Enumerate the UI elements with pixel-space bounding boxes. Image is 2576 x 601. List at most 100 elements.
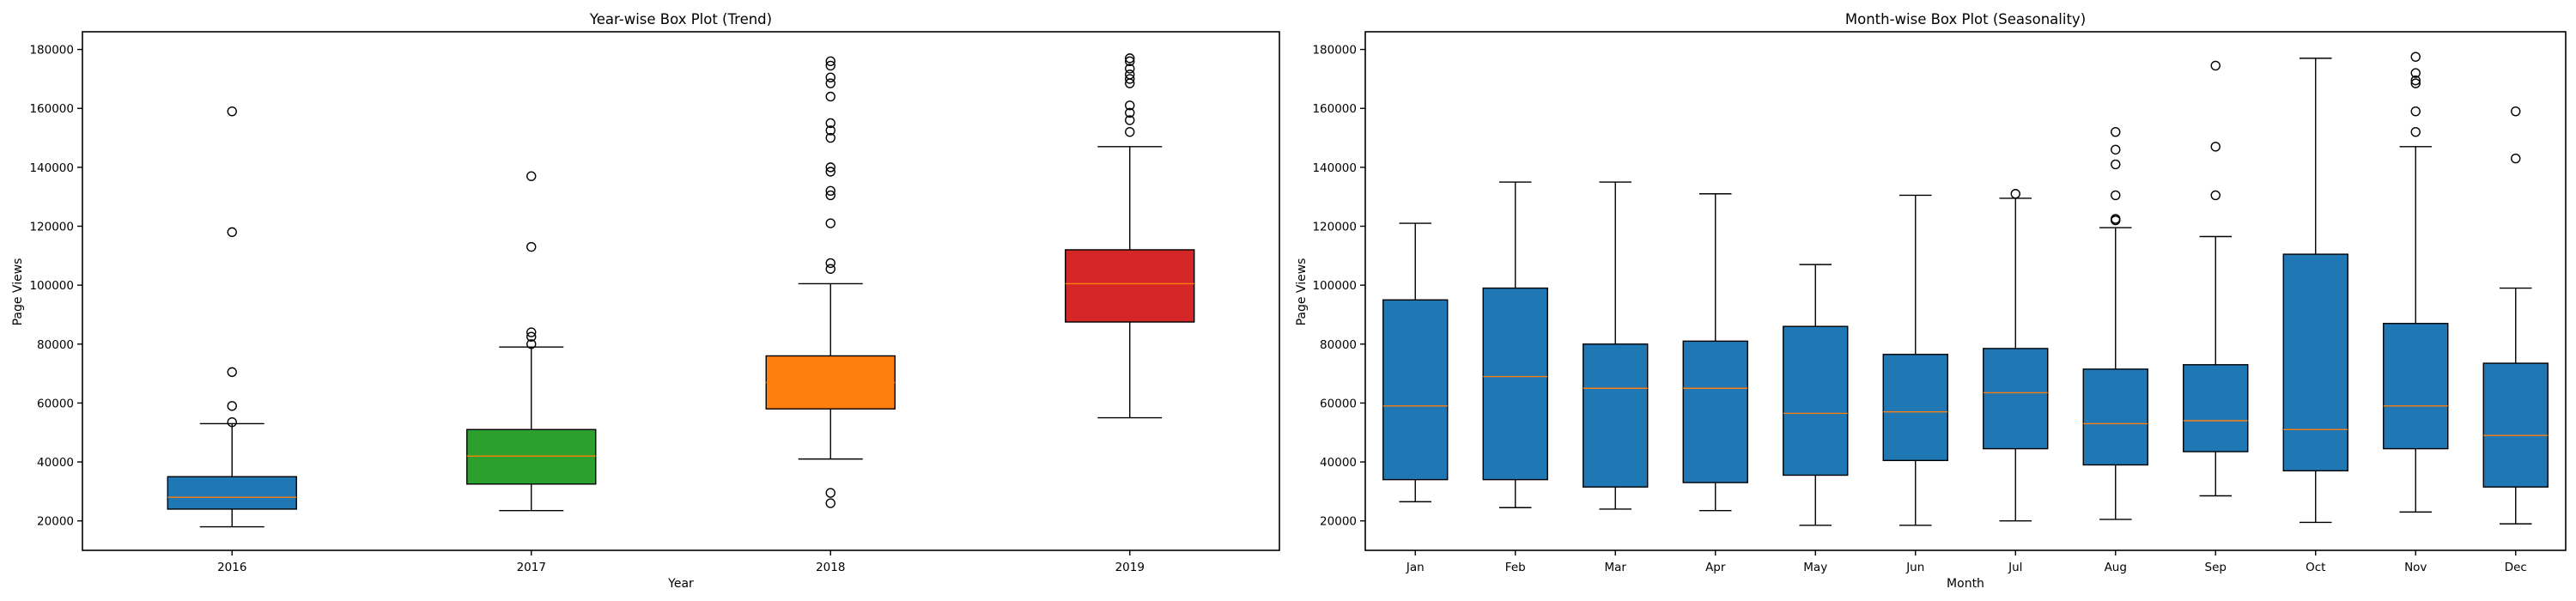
outlier-point (2210, 190, 2221, 201)
outlier-point (2111, 126, 2121, 137)
outlier-point (2410, 78, 2421, 88)
x-tick-label: 2017 (517, 561, 546, 574)
y-tick-label: 40000 (1320, 456, 1357, 470)
x-tick-label: Nov (2404, 561, 2427, 574)
box-2018 (765, 56, 896, 508)
box-Oct (2282, 58, 2348, 524)
plot-area (82, 31, 1280, 551)
box-2016 (167, 106, 297, 528)
y-tick-label: 60000 (1320, 397, 1357, 410)
outlier-point (1125, 115, 1135, 125)
axis-ticks: 20000 40000 60000 80000 100000 120000 140000 16… (29, 44, 1144, 574)
outlier-point (2111, 144, 2121, 155)
outlier-point (2010, 189, 2020, 199)
outlier-point (2410, 75, 2421, 86)
y-tick-label: 160000 (1312, 102, 1357, 116)
iqr-box (1065, 249, 1195, 323)
outlier-point (1125, 70, 1135, 80)
box-Sep (2183, 60, 2249, 497)
outlier-point (227, 106, 237, 117)
outlier-point (825, 498, 835, 508)
outlier-point (227, 367, 237, 378)
outlier-point (2410, 52, 2421, 62)
outlier-point (2410, 126, 2421, 137)
box-Aug (2082, 126, 2148, 520)
y-tick-label: 140000 (1312, 161, 1357, 175)
outlier-point (1125, 74, 1135, 84)
outlier-point (825, 162, 835, 173)
y-tick-label: 100000 (1312, 279, 1357, 293)
outlier-point (1125, 107, 1135, 118)
iqr-box (1983, 348, 2049, 450)
outlier-point (825, 72, 835, 82)
outlier-point (227, 401, 237, 411)
outlier-point (2410, 106, 2421, 117)
chart-title: Month-wise Box Plot (Seasonality) (1845, 11, 2086, 27)
outlier-point (825, 258, 835, 269)
iqr-box (1682, 340, 1748, 483)
y-tick-label: 160000 (29, 102, 74, 116)
outlier-point (1125, 64, 1135, 74)
box-marks (167, 53, 1195, 528)
outlier-point (526, 331, 537, 342)
outlier-point (1125, 100, 1135, 111)
box-Jan (1382, 222, 1449, 503)
x-tick-label: Jul (2008, 561, 2022, 574)
y-tick-label: 180000 (29, 44, 74, 58)
x-axis-label: Year (667, 577, 694, 591)
iqr-box (2482, 362, 2549, 488)
iqr-box (1583, 343, 1649, 488)
y-tick-label: 20000 (37, 515, 74, 529)
outlier-point (227, 227, 237, 238)
x-tick-label: May (1803, 561, 1827, 574)
outlier-point (1125, 56, 1135, 67)
outlier-point (825, 78, 835, 88)
iqr-box (2183, 364, 2249, 452)
iqr-box (466, 428, 597, 485)
outlier-point (825, 118, 835, 129)
iqr-box (167, 476, 297, 510)
outlier-point (825, 488, 835, 498)
box-marks (1382, 52, 2549, 526)
x-tick-label: Jan (1406, 561, 1425, 574)
y-tick-label: 100000 (29, 279, 74, 293)
y-tick-label: 80000 (37, 338, 74, 352)
outlier-point (825, 91, 835, 102)
iqr-box (1882, 354, 1948, 462)
x-tick-label: Dec (2505, 561, 2527, 574)
outlier-point (2111, 214, 2121, 224)
y-tick-label: 140000 (29, 161, 74, 175)
plot-area (1364, 31, 2567, 551)
outlier-point (825, 218, 835, 228)
outlier-point (2111, 159, 2121, 170)
box-Jun (1882, 194, 1948, 526)
iqr-box (2282, 253, 2348, 472)
box-Jul (1983, 189, 2049, 522)
outlier-point (2511, 106, 2521, 117)
iqr-box (1783, 325, 1849, 477)
outlier-point (227, 417, 237, 428)
box-Dec (2482, 106, 2549, 525)
outlier-point (526, 327, 537, 337)
y-tick-label: 120000 (1312, 221, 1357, 234)
box-Apr (1682, 193, 1748, 512)
outlier-point (2511, 153, 2521, 164)
x-tick-label: 2018 (816, 561, 845, 574)
outlier-point (825, 125, 835, 136)
chart-title: Year-wise Box Plot (Trend) (589, 11, 772, 27)
x-tick-label: Mar (1605, 561, 1627, 574)
box-May (1783, 264, 1849, 526)
outlier-point (825, 190, 835, 201)
y-tick-label: 120000 (29, 221, 74, 234)
x-tick-label: Aug (2105, 561, 2127, 574)
x-tick-label: Jun (1905, 561, 1924, 574)
outlier-point (526, 339, 537, 349)
outlier-point (526, 241, 537, 252)
outlier-point (526, 171, 537, 181)
outlier-point (825, 167, 835, 177)
x-tick-label: Feb (1505, 561, 1526, 574)
outlier-point (825, 185, 835, 197)
outlier-point (825, 264, 835, 274)
box-2019 (1065, 53, 1195, 419)
